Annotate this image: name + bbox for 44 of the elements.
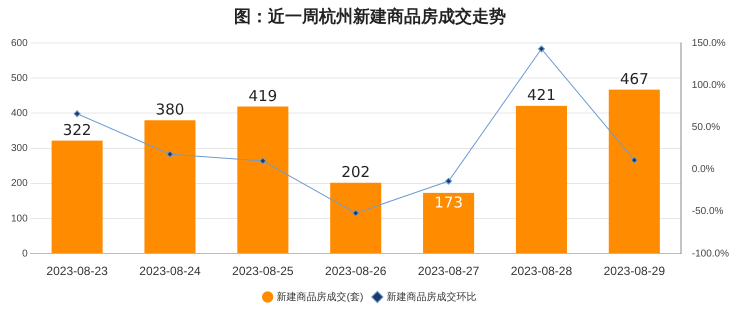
bar: [423, 192, 474, 254]
point: [445, 178, 452, 185]
x-tick-label: 2023-08-23: [46, 264, 108, 278]
y2-tick-label: 100.0%: [692, 80, 726, 91]
x-tick-label: 2023-08-28: [510, 264, 572, 278]
data-label: 322: [62, 120, 92, 139]
data-label: 467: [620, 70, 649, 88]
y2-tick-label: -100.0%: [692, 248, 730, 260]
data-label: 173: [434, 193, 463, 212]
y-tick-label: 600: [10, 38, 28, 49]
x-tick-label: 2023-08-26: [325, 264, 387, 278]
y2-tick-label: -50.0%: [692, 206, 724, 218]
x-tick-label: 2023-08-29: [604, 264, 666, 278]
legend-label: 新建商品房成交(套): [276, 290, 364, 303]
y-tick-label: 500: [10, 72, 28, 84]
point: [538, 45, 545, 52]
y-tick-label: 0: [22, 248, 28, 260]
x-tick-label: 2023-08-25: [232, 264, 294, 278]
point: [166, 150, 174, 158]
y-tick-label: 100: [10, 213, 28, 224]
point: [259, 157, 266, 164]
bar: [52, 140, 103, 254]
bar: [608, 90, 660, 254]
data-label: 202: [341, 163, 370, 182]
bar: [516, 106, 567, 254]
data-label: 419: [248, 86, 278, 105]
y2-tick-label: 0.0%: [692, 164, 715, 176]
y-tick-label: 300: [10, 143, 28, 154]
chart-title: 图：近一周杭州新建商品房成交走势: [233, 6, 507, 29]
y-tick-label: 200: [10, 178, 28, 190]
bar: [330, 182, 382, 254]
y2-tick-label: 150.0%: [692, 38, 726, 49]
point: [630, 156, 638, 164]
data-label: 380: [156, 100, 184, 119]
y2-tick-label: 50.0%: [692, 122, 720, 133]
bar: [144, 120, 196, 254]
legend-label: 新建商品房成交环比: [386, 290, 476, 303]
y-tick-label: 400: [10, 108, 28, 119]
point: [74, 110, 81, 118]
x-tick-label: 2023-08-24: [139, 264, 201, 278]
point: [352, 210, 360, 217]
x-tick-label: 2023-08-27: [418, 264, 480, 278]
bar: [237, 106, 288, 254]
data-label: 421: [527, 86, 556, 104]
